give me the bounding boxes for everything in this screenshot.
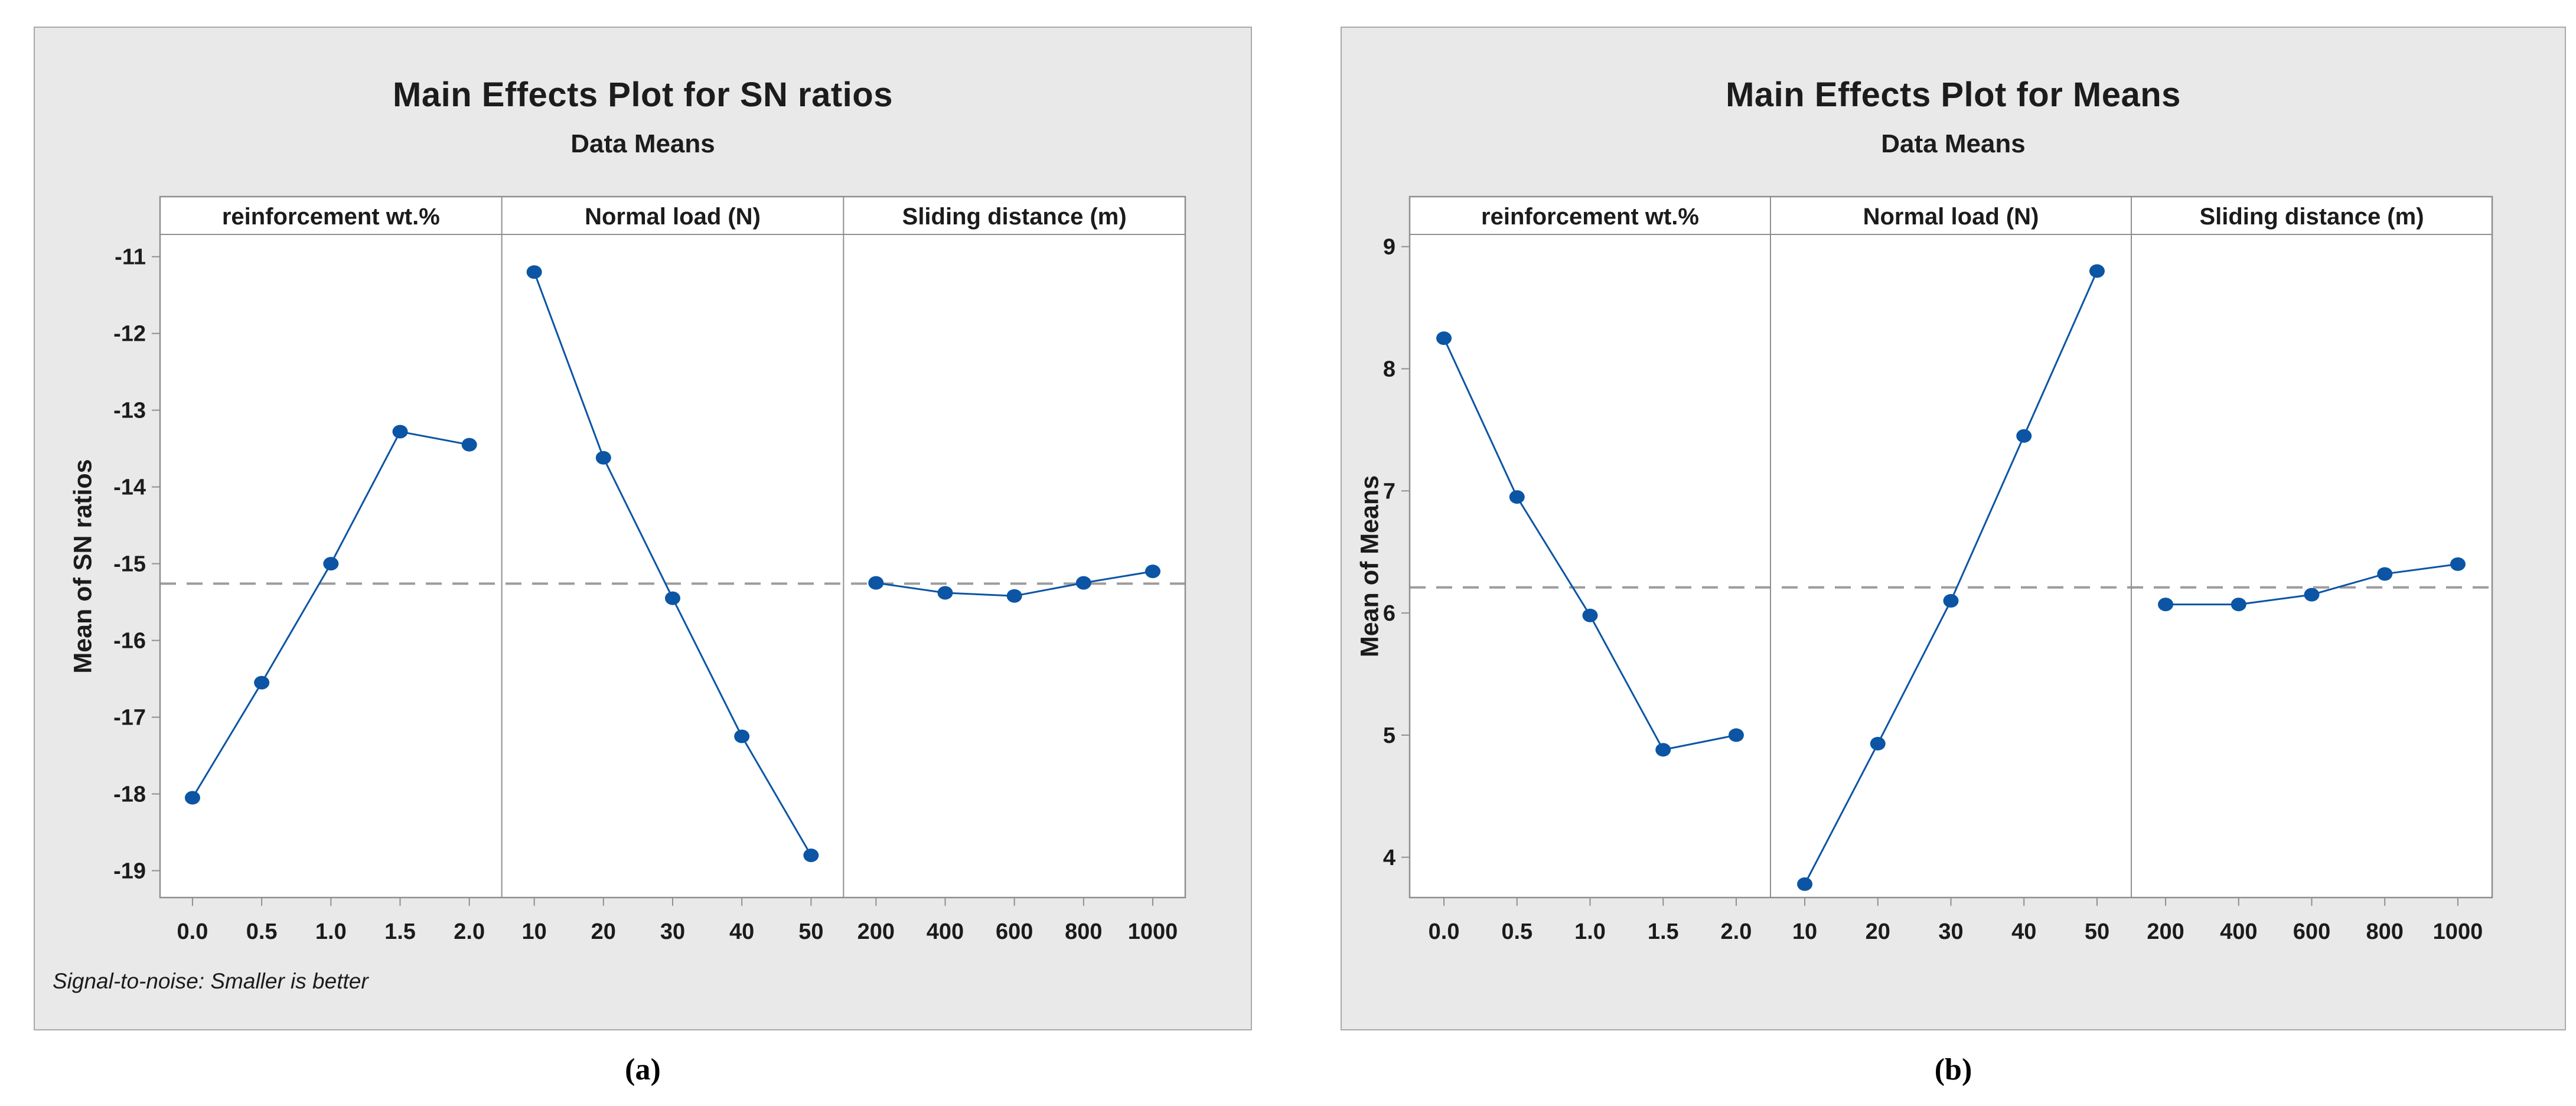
figure-a-sn-ratios: Main Effects Plot for SN ratios Data Mea… — [34, 27, 1252, 1030]
data-point — [665, 591, 680, 605]
x-tick-label: 2.0 — [1721, 919, 1752, 944]
data-point — [2158, 598, 2174, 612]
y-tick-label: 7 — [1383, 479, 1395, 504]
panel-header: reinforcement wt.% — [222, 204, 440, 230]
x-tick-label: 30 — [660, 919, 685, 944]
data-point — [595, 451, 611, 465]
y-tick-label: -19 — [113, 859, 146, 884]
x-tick-label: 1000 — [1128, 919, 1178, 944]
figure-b-means: Main Effects Plot for Means Data Means M… — [1341, 27, 2566, 1030]
data-point — [1797, 877, 1813, 891]
x-tick-label: 50 — [2085, 919, 2109, 944]
chart-title: Main Effects Plot for Means — [1726, 76, 2181, 114]
caption-b: (b) — [1934, 1053, 1972, 1087]
x-tick-label: 1.5 — [1648, 919, 1679, 944]
data-point — [1870, 736, 1886, 751]
data-point — [1006, 589, 1022, 603]
data-point — [1436, 331, 1452, 345]
data-point — [461, 438, 477, 452]
data-point — [2377, 567, 2393, 581]
caption-a: (a) — [625, 1053, 661, 1087]
data-point — [1728, 728, 1744, 742]
y-tick-label: -13 — [113, 399, 146, 423]
means-plot: 9 8 7 6 5 4 reinforcement wt.% 0.0 0.5 1.0 1.5 2.0 N… — [1383, 195, 2493, 944]
data-point — [2450, 557, 2466, 571]
data-point — [937, 586, 953, 600]
data-point — [2016, 429, 2032, 443]
x-tick-label: 10 — [1792, 919, 1817, 944]
x-tick-label: 800 — [2366, 919, 2404, 944]
data-point — [323, 557, 339, 571]
y-tick-label: -15 — [113, 552, 146, 577]
panel-header: Normal load (N) — [585, 204, 761, 230]
x-tick-label: 20 — [591, 919, 616, 944]
data-point — [1943, 593, 1959, 608]
data-point — [184, 791, 200, 805]
x-tick-label: 0.5 — [246, 919, 278, 944]
y-tick-label: -16 — [113, 629, 146, 654]
y-tick-label: -12 — [113, 322, 146, 347]
data-point — [1509, 490, 1525, 504]
x-tick-label: 20 — [1866, 919, 1890, 944]
data-point — [868, 576, 884, 590]
data-point — [526, 265, 542, 279]
y-tick-label: 8 — [1383, 357, 1395, 381]
signal-to-noise-footnote: Signal-to-noise: Smaller is better — [53, 969, 369, 993]
plot-background — [160, 197, 1185, 898]
x-tick-label: 0.0 — [177, 919, 208, 944]
panel-header: reinforcement wt.% — [1481, 204, 1699, 230]
data-point — [1075, 576, 1091, 590]
x-tick-label: 0.0 — [1429, 919, 1460, 944]
x-tick-label: 0.5 — [1501, 919, 1532, 944]
x-tick-label: 30 — [1938, 919, 1963, 944]
data-point — [2304, 588, 2320, 602]
x-tick-label: 1000 — [2433, 919, 2483, 944]
y-tick-label: 9 — [1383, 235, 1395, 260]
y-tick-label: -11 — [115, 245, 146, 270]
y-tick-label: -14 — [113, 475, 146, 500]
x-tick-label: 400 — [2220, 919, 2257, 944]
sn-ratios-plot: -11 -12 -13 -14 -15 -16 -17 -18 -19 reinforcement… — [113, 195, 1186, 944]
y-tick-label: 4 — [1383, 846, 1395, 870]
data-point — [803, 849, 819, 863]
x-tick-label: 1.0 — [1574, 919, 1606, 944]
x-tick-label: 600 — [996, 919, 1033, 944]
x-tick-label: 400 — [927, 919, 964, 944]
data-point — [1582, 608, 1598, 622]
panel-header: Sliding distance (m) — [902, 204, 1127, 230]
x-tick-label: 600 — [2293, 919, 2330, 944]
chart-title: Main Effects Plot for SN ratios — [393, 76, 893, 114]
panel-header: Normal load (N) — [1863, 204, 2039, 230]
x-tick-label: 10 — [521, 919, 546, 944]
y-tick-label: 5 — [1383, 723, 1395, 748]
data-point — [254, 676, 270, 690]
x-tick-label: 800 — [1065, 919, 1102, 944]
x-tick-label: 50 — [798, 919, 823, 944]
y-tick-label: -18 — [113, 782, 146, 807]
x-tick-label: 1.5 — [384, 919, 416, 944]
chart-subtitle: Data Means — [570, 129, 715, 158]
x-tick-label: 200 — [2147, 919, 2184, 944]
x-tick-label: 40 — [729, 919, 754, 944]
x-tick-label: 1.0 — [315, 919, 347, 944]
data-point — [2231, 598, 2246, 612]
data-point — [1145, 565, 1161, 579]
chart-subtitle: Data Means — [1881, 129, 2026, 158]
panel-header: Sliding distance (m) — [2199, 204, 2424, 230]
plot-background — [1410, 197, 2492, 898]
x-tick-label: 40 — [2011, 919, 2036, 944]
data-point — [734, 729, 750, 743]
data-point — [2089, 264, 2105, 278]
data-point — [392, 425, 408, 439]
x-tick-label: 200 — [857, 919, 895, 944]
y-tick-label: -17 — [113, 706, 146, 730]
data-point — [1655, 743, 1671, 757]
y-tick-label: 6 — [1383, 601, 1395, 626]
x-tick-label: 2.0 — [454, 919, 485, 944]
